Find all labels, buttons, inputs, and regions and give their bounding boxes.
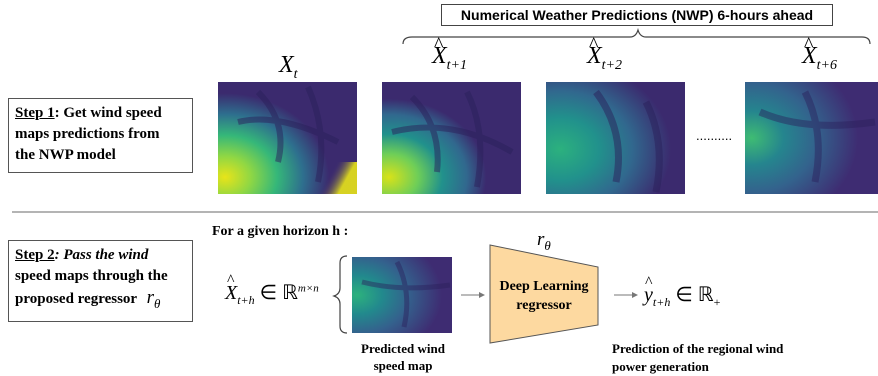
regressor-label-line1: Deep Learning xyxy=(499,279,588,294)
output-caption: Prediction of the regional wind power ge… xyxy=(612,341,784,374)
input-expression: ^ Xt+h ∈ ℝm×n xyxy=(225,272,319,307)
step1-text-line2: maps predictions from xyxy=(15,126,160,142)
map-label-xt6: ^ Xt+6 xyxy=(802,34,838,73)
map-label-xt1: ^ Xt+1 xyxy=(432,34,468,73)
step2-text-line3: proposed regressor xyxy=(15,291,137,307)
input-caption: Predicted wind speed map xyxy=(361,341,445,373)
arrow-to-output-head xyxy=(632,292,638,298)
regressor-label-line2: regressor xyxy=(516,298,571,313)
step2-text-line1: : Pass the wind xyxy=(54,247,149,263)
step1-text-line3: the NWP model xyxy=(15,147,116,163)
wind-map-t6 xyxy=(745,82,878,194)
ellipsis: .......... xyxy=(696,128,733,143)
nwp-title: Numerical Weather Predictions (NWP) 6-ho… xyxy=(460,7,814,23)
output-expression: ^ yt+h ∈ ℝ+ xyxy=(644,274,721,309)
regressor-shape xyxy=(489,244,599,344)
step2-box: Step 2: Pass the wind speed maps through… xyxy=(8,240,193,322)
wind-map-t xyxy=(218,82,357,194)
wind-map-t1 xyxy=(382,82,521,194)
nwp-title-box: Numerical Weather Predictions (NWP) 6-ho… xyxy=(441,4,833,26)
predicted-wind-map xyxy=(352,257,452,333)
step1-text-line1: : Get wind speed xyxy=(54,105,162,121)
step2-text-line2: speed maps through the xyxy=(15,268,168,284)
map-label-xt2: ^ Xt+2 xyxy=(587,34,623,73)
arrow-to-regressor-head xyxy=(479,292,485,298)
nwp-bracket xyxy=(402,27,871,45)
regressor-symbol: rθ xyxy=(537,229,551,253)
step1-box: Step 1: Get wind speed maps predictions … xyxy=(8,98,193,173)
input-brace xyxy=(332,255,348,334)
step2-regressor-symbol: rθ xyxy=(146,287,161,311)
step1-name: Step 1 xyxy=(15,105,55,121)
wind-map-t2 xyxy=(546,82,685,194)
horizon-title: For a given horizon h : xyxy=(212,224,349,239)
map-label-xt: Xt xyxy=(279,52,298,82)
step2-name: Step 2 xyxy=(15,247,55,263)
